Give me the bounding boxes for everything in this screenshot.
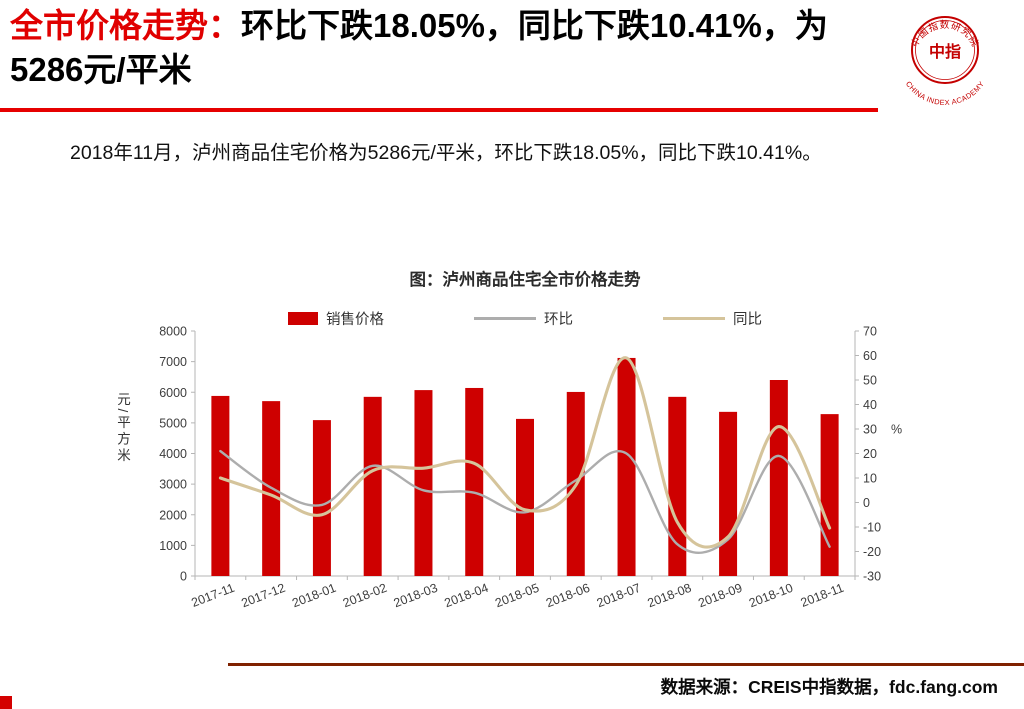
x-axis: 2017-11 2017-12 2018-01 2018-02 2018-03 2018-… <box>189 576 856 611</box>
logo-outer-ring <box>911 16 979 84</box>
svg-text:70: 70 <box>863 325 877 339</box>
x-tick-label: 2018-07 <box>595 581 643 611</box>
x-tick-label: 2018-10 <box>747 581 795 611</box>
svg-text:8000: 8000 <box>159 325 187 339</box>
data-source: 数据来源：CREIS中指数据，fdc.fang.com <box>660 677 998 697</box>
bar <box>516 418 534 576</box>
svg-text:10: 10 <box>863 472 877 486</box>
x-tick-label: 2018-11 <box>799 581 846 610</box>
svg-text:3000: 3000 <box>159 478 187 492</box>
legend-label: 环比 <box>544 312 573 328</box>
svg-text:4000: 4000 <box>159 447 187 461</box>
x-tick-label: 2017-11 <box>189 581 236 610</box>
right-axis-unit: % <box>891 423 902 437</box>
x-tick-label: 2018-01 <box>290 581 338 611</box>
legend-item: 环比 <box>474 308 573 329</box>
legend-swatch-line-icon <box>474 317 536 320</box>
bar <box>414 390 433 576</box>
svg-text:0: 0 <box>863 496 870 510</box>
svg-text:5000: 5000 <box>159 416 187 430</box>
page-title: 全市价格走势：环比下跌18.05%，同比下跌10.41%，为5286元/平米 <box>10 0 870 91</box>
legend-swatch-line-icon <box>663 317 725 320</box>
svg-text:20: 20 <box>863 447 877 461</box>
svg-text:2000: 2000 <box>159 508 187 522</box>
x-tick-label: 2018-06 <box>544 581 592 611</box>
chart-title: 图：泸州商品住宅全市价格走势 <box>409 271 641 289</box>
bar <box>312 420 331 576</box>
title-underline <box>0 108 878 112</box>
svg-text:6000: 6000 <box>159 386 187 400</box>
line-环比 <box>219 449 831 554</box>
logo-inner-ring <box>915 20 975 80</box>
legend-label: 同比 <box>733 312 762 328</box>
x-tick-label: 2018-08 <box>646 581 694 611</box>
bar <box>211 395 230 576</box>
legend-item: 同比 <box>663 308 762 329</box>
svg-text:40: 40 <box>863 398 877 412</box>
logo-monogram: 中指 <box>929 42 961 61</box>
x-tick-label: 2018-04 <box>442 581 490 611</box>
x-tick-label: 2017-12 <box>239 581 287 611</box>
bar <box>820 414 839 576</box>
bar <box>617 357 636 576</box>
svg-text:-10: -10 <box>863 521 881 535</box>
svg-text:7000: 7000 <box>159 355 187 369</box>
intro-text: 2018年11月，泸州商品住宅价格为5286元/平米，环比下跌18.05%，同比… <box>70 142 822 164</box>
title-highlight: 全市价格走势： <box>10 7 241 44</box>
bar <box>363 396 382 576</box>
left-axis: 0 1000 2000 3000 4000 5000 6000 7000 8000 <box>159 325 195 584</box>
x-tick-label: 2018-09 <box>696 581 744 611</box>
line-同比 <box>218 356 832 549</box>
right-axis: -30 -20 -10 0 10 20 30 40 50 60 70% <box>855 325 902 584</box>
bars-销售价格 <box>211 357 839 576</box>
corner-mark <box>0 696 12 709</box>
legend-label: 销售价格 <box>326 312 384 328</box>
x-tick-label: 2018-05 <box>493 581 541 611</box>
x-tick-label: 2018-02 <box>341 581 389 611</box>
china-index-academy-logo: 中国指数研究院 中指 CHINA INDEX ACADEMY <box>898 5 992 107</box>
x-tick-label: 2018-03 <box>392 581 440 611</box>
chart-legend: 销售价格 环比 同比 <box>288 308 762 329</box>
svg-text:0: 0 <box>180 570 187 584</box>
title-rest: 环比下跌18.05%，同比下跌10.41%，为5286元/平米 <box>10 7 828 88</box>
bar <box>465 387 484 576</box>
svg-text:60: 60 <box>863 349 877 363</box>
legend-swatch-bar-icon <box>288 312 318 325</box>
svg-text:30: 30 <box>863 423 877 437</box>
price-trend-chart: 010002000300040005000600070008000-30-20-… <box>159 325 902 611</box>
svg-text:-20: -20 <box>863 545 881 559</box>
footer-divider <box>228 663 1024 666</box>
left-axis-unit: 元/平方米 <box>115 392 130 465</box>
logo-seal-icon: 中国指数研究院 中指 CHINA INDEX ACADEMY <box>904 16 986 107</box>
bar <box>719 411 738 576</box>
bar <box>769 380 788 576</box>
svg-text:50: 50 <box>863 374 877 388</box>
svg-text:1000: 1000 <box>159 539 187 553</box>
legend-item: 销售价格 <box>288 308 384 329</box>
svg-text:-30: -30 <box>863 570 881 584</box>
